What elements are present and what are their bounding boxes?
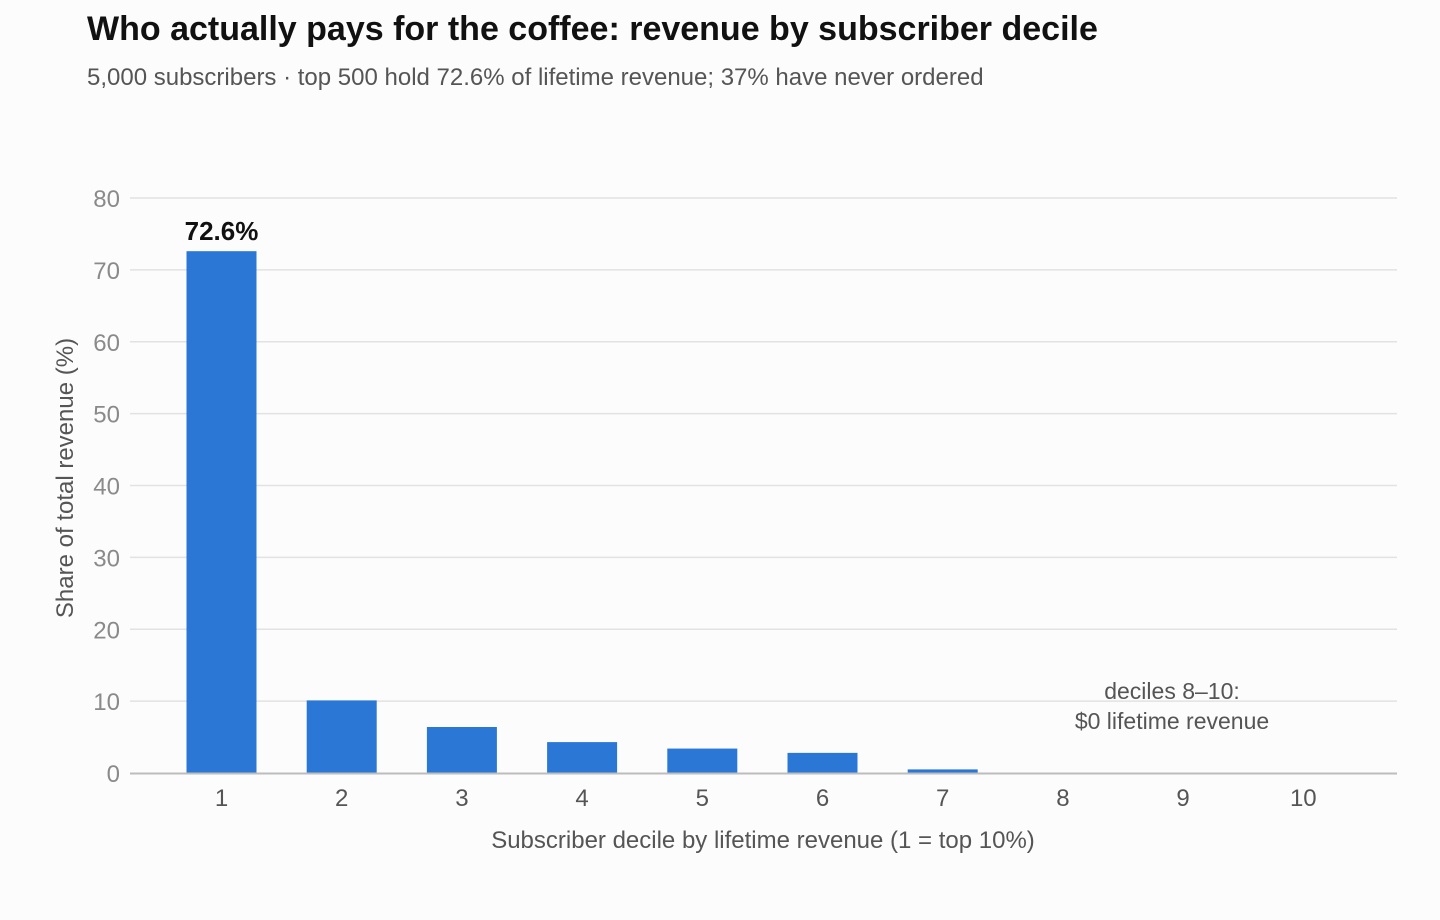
chart-subtitle: 5,000 subscribers · top 500 hold 72.6% o… — [87, 64, 984, 91]
x-ticks: 1 2 3 4 5 6 7 8 9 10 — [215, 785, 1317, 812]
x-tick-label: 3 — [455, 785, 468, 812]
y-axis-label: Share of total revenue (%) — [52, 338, 79, 618]
x-tick-label: 9 — [1176, 785, 1189, 812]
x-tick-label: 8 — [1056, 785, 1069, 812]
x-tick-label: 4 — [575, 785, 588, 812]
bar-decile-2 — [306, 700, 377, 773]
bar-decile-6 — [787, 752, 858, 773]
y-tick-label: 80 — [93, 186, 120, 213]
bar-decile-5 — [667, 748, 738, 773]
bar-decile-4 — [547, 742, 618, 773]
grid-lines — [130, 197, 1397, 702]
x-tick-label: 10 — [1290, 785, 1317, 812]
bar-decile-3 — [426, 727, 497, 773]
y-tick-label: 70 — [93, 258, 120, 285]
y-tick-label: 0 — [107, 761, 120, 788]
x-axis-label: Subscriber decile by lifetime revenue (1… — [491, 827, 1035, 854]
x-tick-label: 6 — [816, 785, 829, 812]
y-tick-label: 50 — [93, 402, 120, 429]
chart-title: Who actually pays for the coffee: revenu… — [87, 10, 1098, 48]
y-ticks: 0 10 20 30 40 50 60 70 80 — [93, 186, 120, 788]
annotation-line-1: deciles 8–10: — [1104, 678, 1240, 704]
y-tick-label: 60 — [93, 330, 120, 357]
annotation-line-2: $0 lifetime revenue — [1075, 708, 1269, 734]
x-tick-label: 2 — [335, 785, 348, 812]
y-tick-label: 20 — [93, 617, 120, 644]
x-tick-label: 7 — [936, 785, 949, 812]
bar-decile-7 — [907, 769, 978, 773]
y-tick-label: 40 — [93, 474, 120, 501]
x-tick-label: 1 — [215, 785, 228, 812]
y-tick-label: 10 — [93, 689, 120, 716]
bars — [186, 251, 978, 773]
x-tick-label: 5 — [696, 785, 709, 812]
y-tick-label: 30 — [93, 545, 120, 572]
bar-data-label: 72.6% — [185, 216, 259, 246]
bar-decile-1 — [186, 251, 257, 773]
